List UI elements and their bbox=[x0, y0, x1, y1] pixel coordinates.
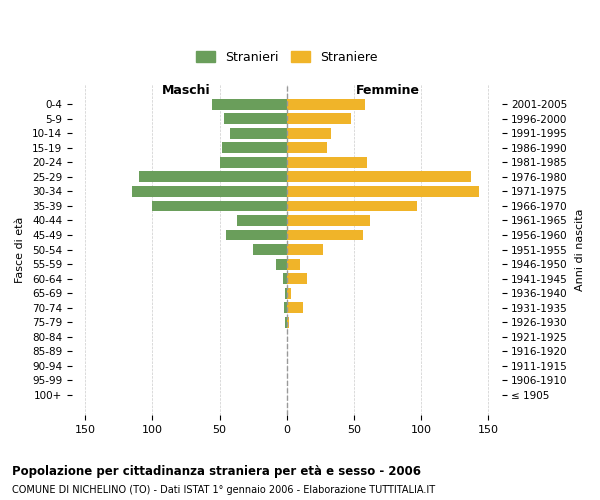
Bar bbox=[287, 316, 289, 328]
Bar bbox=[287, 302, 303, 313]
Bar bbox=[287, 258, 300, 270]
Legend: Stranieri, Straniere: Stranieri, Straniere bbox=[193, 47, 381, 68]
Bar bbox=[287, 172, 471, 182]
Text: Femmine: Femmine bbox=[355, 84, 419, 97]
Y-axis label: Fasce di età: Fasce di età bbox=[15, 216, 25, 282]
Bar bbox=[212, 99, 287, 110]
Bar bbox=[237, 215, 287, 226]
Bar bbox=[287, 244, 323, 255]
Bar bbox=[287, 142, 327, 154]
Bar bbox=[253, 244, 287, 255]
Bar bbox=[287, 114, 351, 124]
Bar bbox=[230, 128, 287, 139]
Bar bbox=[287, 215, 370, 226]
Bar bbox=[286, 316, 287, 328]
Bar bbox=[222, 142, 287, 154]
Bar bbox=[287, 128, 331, 139]
Bar bbox=[286, 288, 287, 298]
Bar bbox=[284, 302, 287, 313]
Bar bbox=[224, 114, 287, 124]
Bar bbox=[226, 230, 287, 240]
Bar bbox=[287, 99, 365, 110]
Bar bbox=[287, 200, 417, 211]
Bar bbox=[220, 157, 287, 168]
Text: COMUNE DI NICHELINO (TO) - Dati ISTAT 1° gennaio 2006 - Elaborazione TUTTITALIA.: COMUNE DI NICHELINO (TO) - Dati ISTAT 1°… bbox=[12, 485, 435, 495]
Bar bbox=[139, 172, 287, 182]
Y-axis label: Anni di nascita: Anni di nascita bbox=[575, 208, 585, 291]
Bar bbox=[287, 157, 367, 168]
Text: Maschi: Maschi bbox=[162, 84, 211, 97]
Bar bbox=[287, 273, 307, 284]
Bar bbox=[276, 258, 287, 270]
Text: Popolazione per cittadinanza straniera per età e sesso - 2006: Popolazione per cittadinanza straniera p… bbox=[12, 465, 421, 478]
Bar bbox=[152, 200, 287, 211]
Bar bbox=[287, 230, 363, 240]
Bar bbox=[287, 288, 291, 298]
Bar bbox=[283, 273, 287, 284]
Bar bbox=[133, 186, 287, 197]
Bar bbox=[287, 186, 479, 197]
